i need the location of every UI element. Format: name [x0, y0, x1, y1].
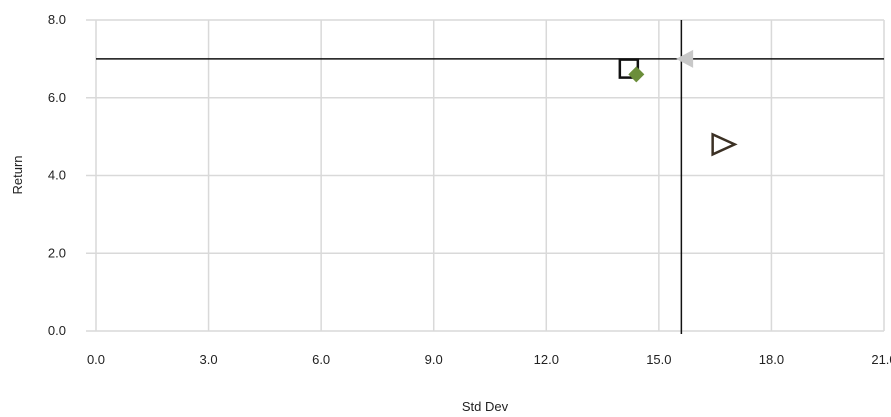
x-tick-label: 6.0	[312, 352, 330, 367]
y-tick-label: 8.0	[48, 12, 66, 27]
x-tick-label: 15.0	[646, 352, 671, 367]
grid-lines	[86, 19, 885, 332]
y-tick-label: 2.0	[48, 245, 66, 260]
x-tick-label: 0.0	[87, 352, 105, 367]
data-points	[618, 49, 738, 157]
x-tick-label: 18.0	[759, 352, 784, 367]
point-triangle-left	[676, 49, 694, 68]
x-tick-label: 9.0	[425, 352, 443, 367]
y-tick-label: 4.0	[48, 168, 66, 183]
reference-lines	[96, 20, 884, 334]
x-axis-title: Std Dev	[462, 399, 509, 414]
point-diamond	[628, 66, 645, 83]
y-axis-title: Return	[10, 155, 25, 194]
x-axis-ticks: 0.0 3.0 6.0 9.0 12.0 15.0 18.0 21.0	[87, 352, 891, 367]
x-tick-label: 21.0	[871, 352, 891, 367]
y-tick-label: 0.0	[48, 323, 66, 338]
x-tick-label: 3.0	[200, 352, 218, 367]
x-tick-label: 12.0	[534, 352, 559, 367]
point-triangle-right-open	[711, 132, 738, 157]
y-axis-ticks: 0.0 2.0 4.0 6.0 8.0	[48, 12, 66, 338]
y-tick-label: 6.0	[48, 90, 66, 105]
